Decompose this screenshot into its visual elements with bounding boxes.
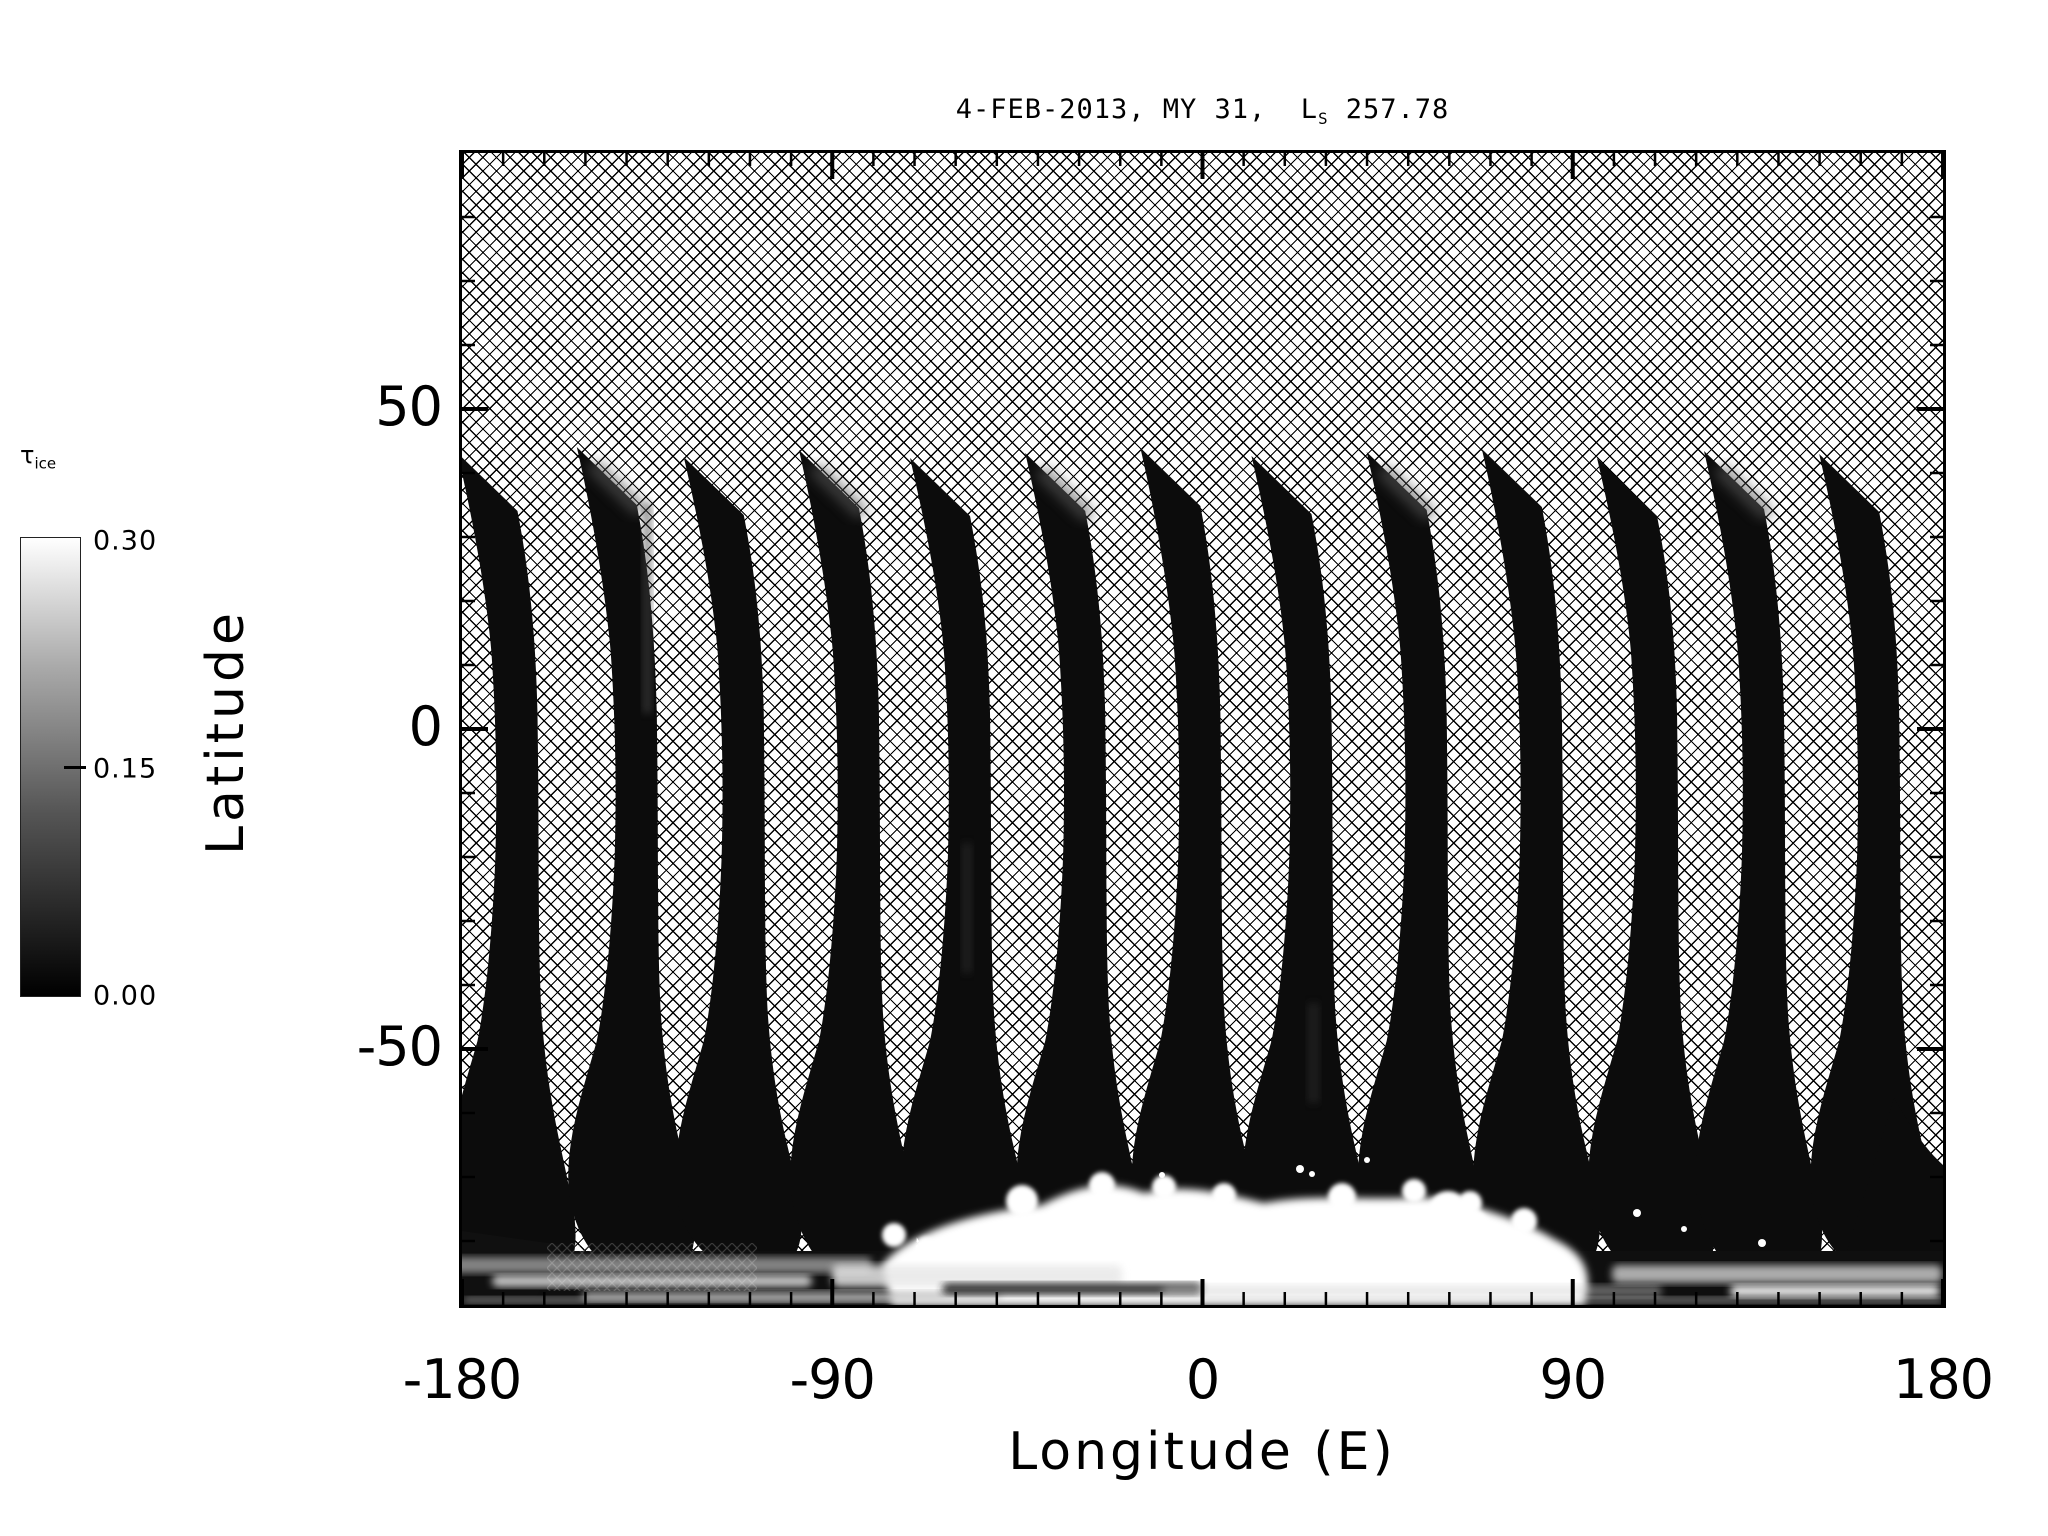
x-tick-label-180: 180 — [1892, 1348, 1994, 1411]
tau-subscript: ice — [34, 454, 57, 473]
title-value: 257.78 — [1328, 94, 1450, 125]
polar-cloud-layer — [462, 1157, 1943, 1305]
colorbar-tick-0.00: 0.00 — [93, 980, 158, 1012]
tau-symbol: τ — [20, 441, 35, 469]
x-axis-title: Longitude (E) — [1008, 1422, 1396, 1482]
x-tick-label--90: -90 — [789, 1348, 876, 1411]
y-tick-label--50: -50 — [356, 1014, 443, 1078]
colorbar-label: τice — [20, 441, 56, 473]
y-tick-label-0: 0 — [408, 694, 443, 758]
plot-area — [459, 150, 1946, 1308]
colorbar-tick-0.15: 0.15 — [93, 753, 158, 784]
data-layer — [462, 153, 1943, 1305]
plot-title: 4-FEB-2013, MY 31, LS 257.78 — [462, 94, 1943, 128]
title-text: 4-FEB-2013, MY 31, L — [955, 94, 1319, 125]
x-tick-label-90: 90 — [1539, 1348, 1607, 1411]
axis-ticks-layer — [462, 153, 1943, 1305]
title-subscript: S — [1318, 108, 1329, 128]
x-tick-label--180: -180 — [402, 1348, 523, 1411]
colorbar-tick-0.30: 0.30 — [93, 525, 158, 557]
y-tick-label-50: 50 — [375, 374, 443, 438]
x-tick-label-0: 0 — [1185, 1348, 1220, 1411]
colorbar-mid-tick — [64, 766, 86, 769]
orbit-swaths-layer — [462, 447, 1943, 1279]
y-axis-title: Latitude — [196, 608, 256, 856]
